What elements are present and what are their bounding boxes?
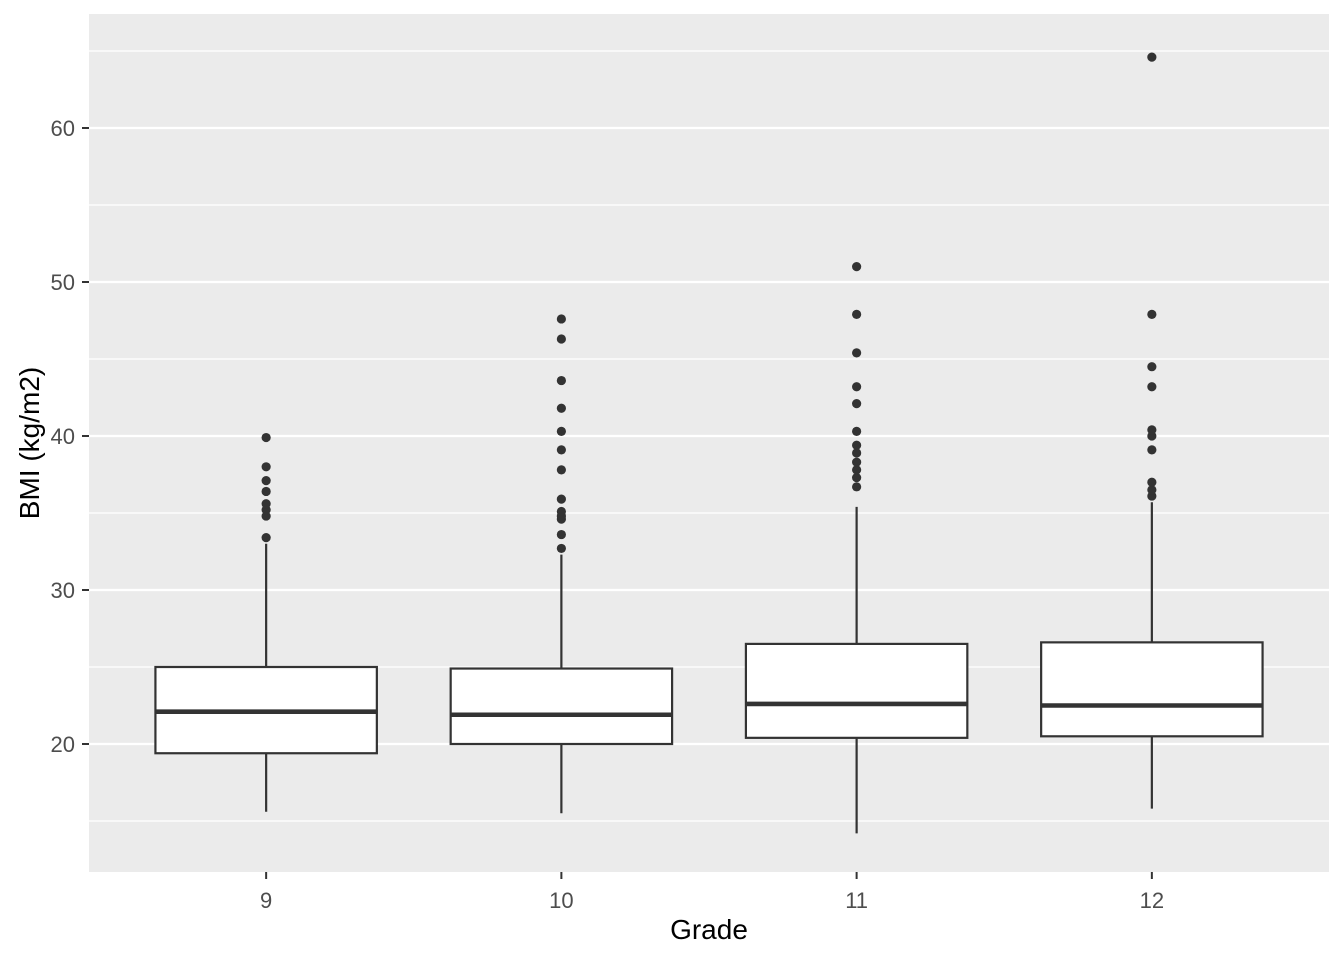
outlier-point-grade-12 xyxy=(1147,425,1157,435)
outlier-point-grade-9 xyxy=(261,486,271,497)
box-grade-10 xyxy=(449,667,674,746)
outlier-point-grade-9 xyxy=(261,499,271,509)
outlier-point-grade-12 xyxy=(1147,477,1157,487)
outlier-point-grade-12 xyxy=(1147,362,1157,372)
y-tick-label: 60 xyxy=(51,116,75,141)
y-axis-title: BMI (kg/m2) xyxy=(14,366,45,520)
x-tick-label: 12 xyxy=(1140,888,1164,913)
y-tick-label: 20 xyxy=(51,732,75,757)
outlier-point-grade-10 xyxy=(556,445,566,455)
outlier-point-grade-9 xyxy=(261,462,271,472)
outlier-point-grade-10 xyxy=(556,506,566,517)
outlier-point-grade-9 xyxy=(261,432,271,443)
x-tick-label: 11 xyxy=(845,888,868,913)
outlier-point-grade-11 xyxy=(852,348,862,358)
x-axis-title: Grade xyxy=(670,914,748,945)
outlier-point-grade-10 xyxy=(556,314,566,324)
outlier-point-grade-10 xyxy=(556,543,566,554)
outlier-point-grade-10 xyxy=(556,426,566,436)
outlier-point-grade-9 xyxy=(261,533,271,543)
outlier-point-grade-11 xyxy=(852,482,862,492)
outlier-point-grade-10 xyxy=(556,465,566,475)
outlier-point-grade-12 xyxy=(1147,445,1157,455)
outlier-point-grade-11 xyxy=(852,440,862,450)
outlier-point-grade-11 xyxy=(852,382,862,392)
outlier-point-grade-10 xyxy=(556,529,566,540)
outlier-point-grade-11 xyxy=(852,465,862,475)
box-grade-12 xyxy=(1040,641,1264,738)
outlier-point-grade-12 xyxy=(1147,382,1157,392)
x-tick-label: 9 xyxy=(260,888,272,913)
outlier-point-grade-11 xyxy=(852,448,862,458)
outlier-point-grade-12 xyxy=(1147,485,1157,495)
outlier-point-grade-10 xyxy=(556,494,566,504)
outlier-point-grade-10 xyxy=(556,375,566,386)
outlier-point-grade-9 xyxy=(261,476,271,486)
y-tick-label: 30 xyxy=(51,578,75,603)
y-tick-label: 50 xyxy=(51,270,75,295)
outlier-point-grade-10 xyxy=(556,334,566,344)
y-tick-label: 40 xyxy=(51,424,75,449)
outlier-point-grade-11 xyxy=(852,426,862,436)
outlier-point-grade-11 xyxy=(852,399,862,409)
x-tick-label: 10 xyxy=(549,888,573,913)
outlier-point-grade-11 xyxy=(852,309,862,319)
outlier-point-grade-11 xyxy=(852,457,862,467)
outlier-point-grade-12 xyxy=(1147,52,1157,62)
outlier-point-grade-11 xyxy=(852,262,862,272)
outlier-point-grade-10 xyxy=(556,403,566,413)
outlier-point-grade-11 xyxy=(852,472,862,483)
outlier-point-grade-12 xyxy=(1147,309,1157,319)
box-grade-11 xyxy=(744,642,969,739)
